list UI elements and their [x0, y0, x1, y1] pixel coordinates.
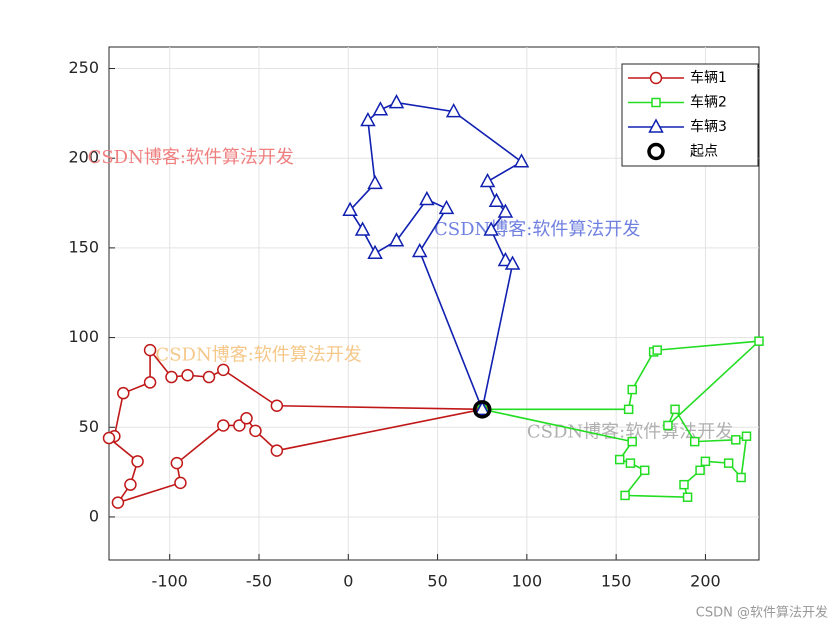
marker: [102, 431, 116, 445]
marker: [479, 172, 496, 188]
marker: [181, 368, 194, 382]
x-tick-label: 100: [512, 572, 543, 591]
marker: [695, 465, 705, 476]
marker: [249, 424, 262, 438]
x-tick-label: -100: [152, 572, 188, 591]
marker: [131, 455, 144, 468]
marker: [474, 400, 490, 416]
marker: [342, 201, 358, 216]
marker: [652, 345, 662, 355]
x-tick-label: -50: [246, 572, 272, 591]
marker: [419, 190, 435, 206]
marker: [367, 244, 383, 260]
marker: [754, 336, 764, 346]
x-tick-label: 150: [601, 572, 632, 591]
marker: [117, 386, 130, 400]
y-tick-label: 100: [68, 327, 99, 346]
y-tick-label: 50: [79, 417, 99, 436]
marker: [625, 458, 636, 468]
marker: [270, 444, 284, 457]
marker: [700, 456, 711, 467]
marker: [620, 490, 630, 501]
marker: [372, 101, 389, 116]
legend-marker: [649, 71, 663, 85]
footer: CSDN @软件算法开发: [696, 605, 828, 621]
marker: [614, 454, 625, 465]
y-tick-label: 250: [68, 58, 99, 77]
marker: [174, 476, 187, 490]
y-tick-label: 0: [89, 506, 99, 525]
x-tick-label: 50: [427, 572, 447, 591]
marker: [124, 478, 137, 491]
y-tick-label: 200: [68, 148, 99, 167]
marker: [217, 419, 230, 432]
marker: [240, 412, 253, 425]
marker: [639, 465, 650, 476]
marker: [483, 221, 499, 236]
marker: [504, 255, 521, 270]
x-tick-label: 200: [690, 572, 721, 591]
marker: [445, 102, 462, 118]
legend-box: [621, 63, 759, 167]
marker: [217, 363, 230, 377]
marker: [513, 153, 530, 168]
watermark: CSDN博客:软件算法开发: [155, 345, 361, 366]
watermark: CSDN博客:软件算法开发: [434, 219, 640, 240]
marker: [354, 221, 371, 236]
legend-marker: [647, 142, 665, 161]
marker: [143, 376, 157, 389]
marker: [202, 370, 216, 384]
marker: [731, 435, 741, 445]
marker: [388, 94, 405, 109]
marker: [438, 199, 455, 215]
marker: [411, 242, 428, 258]
marker: [488, 192, 505, 208]
y-tick-label: 150: [68, 237, 99, 256]
marker: [270, 399, 284, 412]
marker: [670, 404, 680, 415]
marker: [367, 174, 383, 190]
marker: [165, 370, 178, 384]
marker: [623, 404, 634, 415]
watermark: CSDN博客:软件算法开发: [527, 422, 733, 443]
marker: [143, 343, 157, 357]
marker: [388, 232, 405, 247]
marker: [736, 472, 746, 483]
legend-label: 起点: [690, 144, 718, 160]
marker: [627, 384, 637, 395]
marker: [679, 479, 689, 490]
legend-marker: [648, 118, 664, 133]
marker: [111, 496, 125, 509]
marker: [663, 420, 673, 431]
marker: [497, 251, 514, 267]
start-point: [472, 400, 492, 419]
legend-marker: [651, 97, 661, 108]
marker: [627, 436, 637, 447]
marker: [689, 436, 700, 447]
marker: [723, 458, 734, 468]
legend-label: 车辆1: [690, 69, 727, 86]
watermark: CSDN博客:软件算法开发: [88, 147, 294, 168]
x-tick-label: 0: [343, 572, 353, 591]
marker: [497, 203, 514, 218]
legend-label: 车辆3: [690, 118, 727, 135]
marker: [741, 431, 752, 441]
marker: [682, 492, 693, 502]
marker: [360, 111, 376, 127]
legend-label: 车辆2: [690, 94, 727, 111]
marker: [170, 456, 184, 470]
